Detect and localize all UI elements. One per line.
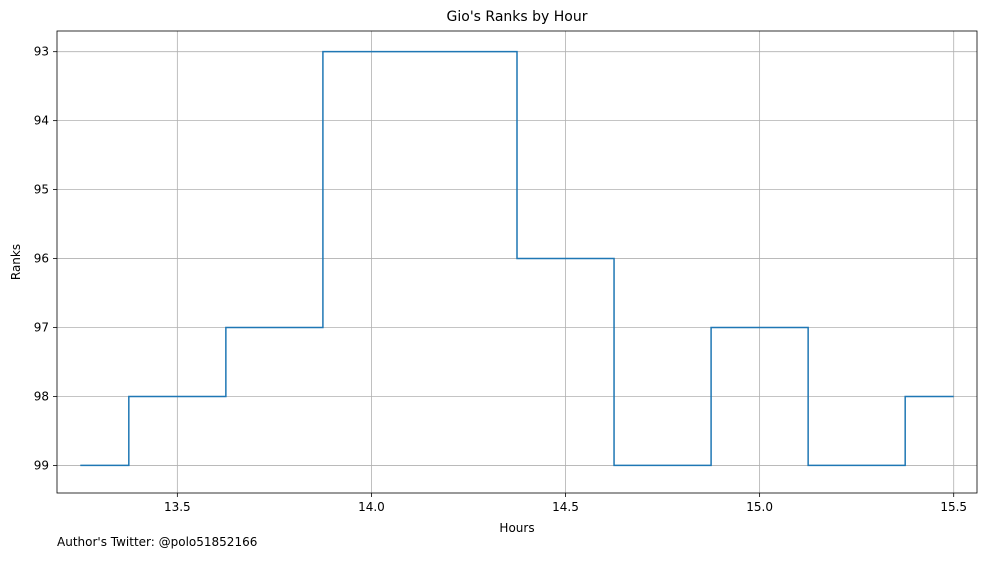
y-tick-label: 93 bbox=[34, 45, 49, 59]
y-axis-label: Ranks bbox=[9, 244, 23, 280]
rank-step-line bbox=[80, 50, 954, 467]
series bbox=[80, 50, 954, 467]
y-tick-label: 95 bbox=[34, 183, 49, 197]
x-tick-label: 15.5 bbox=[940, 500, 967, 514]
x-axis-label: Hours bbox=[499, 521, 534, 535]
x-tick-label: 13.5 bbox=[164, 500, 191, 514]
y-tick-label: 99 bbox=[34, 458, 49, 472]
x-tick-label: 15.0 bbox=[746, 500, 773, 514]
x-tick-label: 14.5 bbox=[552, 500, 579, 514]
y-tick-label: 98 bbox=[34, 389, 49, 403]
author-footnote: Author's Twitter: @polo51852166 bbox=[57, 535, 258, 549]
x-tick-label: 14.0 bbox=[358, 500, 385, 514]
y-axis: 93 94 95 96 97 98 99 bbox=[34, 45, 57, 472]
y-tick-label: 94 bbox=[34, 114, 49, 128]
chart-title: Gio's Ranks by Hour bbox=[447, 9, 588, 25]
y-tick-label: 97 bbox=[34, 321, 49, 335]
x-axis: 13.5 14.0 14.5 15.0 15.5 bbox=[164, 493, 967, 514]
plot-frame bbox=[56, 30, 978, 494]
y-tick-label: 96 bbox=[34, 252, 49, 266]
